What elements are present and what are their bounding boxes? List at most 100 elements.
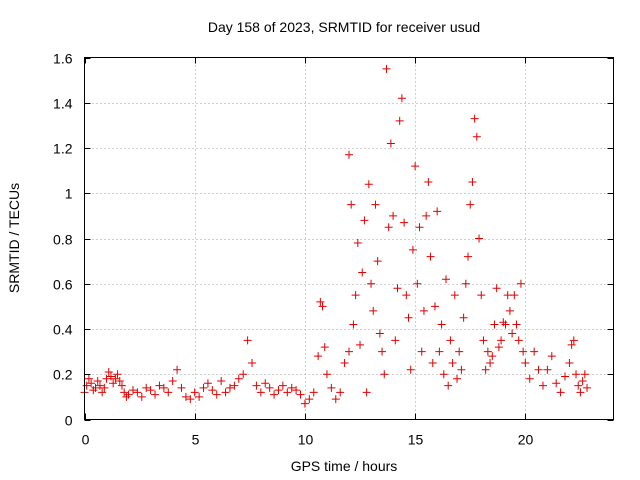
data-point <box>314 352 323 361</box>
data-point <box>296 390 305 399</box>
data-point <box>345 347 353 356</box>
data-point <box>124 390 133 399</box>
data-point <box>265 383 274 392</box>
data-point <box>464 252 473 261</box>
data-point <box>104 367 113 376</box>
data-point <box>404 313 413 322</box>
data-point <box>351 291 360 300</box>
data-point <box>386 139 395 148</box>
data-point <box>356 340 365 349</box>
data-point <box>111 374 120 383</box>
data-point <box>448 358 457 367</box>
data-point <box>470 114 479 123</box>
data-point <box>369 306 378 315</box>
axis-ticks <box>84 57 614 421</box>
data-point <box>417 347 426 356</box>
data-point <box>384 223 393 232</box>
y-tick-label: 1.4 <box>53 96 73 112</box>
data-point <box>490 320 499 329</box>
data-point <box>453 374 462 383</box>
data-point <box>234 374 243 383</box>
data-point <box>483 347 492 356</box>
data-point <box>415 223 424 232</box>
data-point <box>466 200 475 209</box>
data-point <box>349 320 358 329</box>
data-point <box>486 358 495 367</box>
data-point <box>292 386 301 395</box>
series-srmtid <box>80 64 592 408</box>
data-point <box>574 381 583 390</box>
data-point <box>305 395 314 404</box>
data-point <box>450 291 459 300</box>
data-point <box>190 388 199 397</box>
data-point <box>547 352 556 361</box>
data-point <box>309 388 318 397</box>
data-point <box>316 297 325 306</box>
data-point <box>212 390 221 399</box>
data-point <box>406 365 415 374</box>
data-point <box>382 64 391 73</box>
data-point <box>580 370 589 379</box>
data-point <box>435 347 444 356</box>
data-point <box>373 257 382 266</box>
data-point <box>481 365 490 374</box>
data-point <box>378 347 387 356</box>
data-point <box>371 200 380 209</box>
data-point <box>115 377 124 386</box>
data-point <box>89 386 98 395</box>
data-point <box>538 381 547 390</box>
data-point <box>393 284 402 293</box>
data-point <box>173 365 182 374</box>
data-point <box>530 347 539 356</box>
data-point <box>327 383 336 392</box>
data-point <box>411 162 420 171</box>
data-point <box>516 279 525 288</box>
x-tick-label: 20 <box>518 432 534 448</box>
x-axis-title: GPS time / hours <box>291 458 398 474</box>
data-point <box>457 365 466 374</box>
data-point <box>444 381 453 390</box>
y-tick-label: 0.8 <box>53 232 73 248</box>
data-point <box>413 279 422 288</box>
data-point <box>430 302 439 311</box>
data-point <box>164 388 173 397</box>
data-point <box>137 392 146 401</box>
data-point <box>505 306 514 315</box>
data-point <box>424 177 433 186</box>
data-point <box>525 374 534 383</box>
data-point <box>347 200 356 209</box>
data-point <box>569 336 578 345</box>
data-point <box>400 218 409 227</box>
data-point <box>578 377 587 386</box>
x-tick-label: 10 <box>298 432 314 448</box>
y-tick-label: 0.4 <box>53 322 73 338</box>
data-point <box>177 383 186 392</box>
data-point <box>419 306 428 315</box>
data-points <box>80 64 592 408</box>
data-point <box>397 94 406 103</box>
data-point <box>186 395 195 404</box>
data-point <box>82 381 91 390</box>
chart-title: Day 158 of 2023, SRMTID for receiver usu… <box>208 19 480 35</box>
data-point <box>512 320 521 329</box>
data-point <box>468 177 477 186</box>
data-point <box>93 377 102 386</box>
data-point <box>497 336 506 345</box>
data-point <box>492 284 501 293</box>
data-point <box>514 336 523 345</box>
data-point <box>261 379 270 388</box>
data-point <box>455 347 464 356</box>
data-point <box>499 318 508 327</box>
data-point <box>459 313 468 322</box>
x-tick-label: 0 <box>82 432 90 448</box>
data-point <box>380 370 389 379</box>
y-tick-label: 0.6 <box>53 277 73 293</box>
data-point <box>159 383 168 392</box>
data-point <box>472 132 481 141</box>
plot-frame <box>84 57 614 420</box>
data-point <box>360 216 369 225</box>
data-point <box>283 388 292 397</box>
y-tick-label: 0 <box>65 413 73 429</box>
data-point <box>561 372 570 381</box>
data-point <box>84 374 93 383</box>
